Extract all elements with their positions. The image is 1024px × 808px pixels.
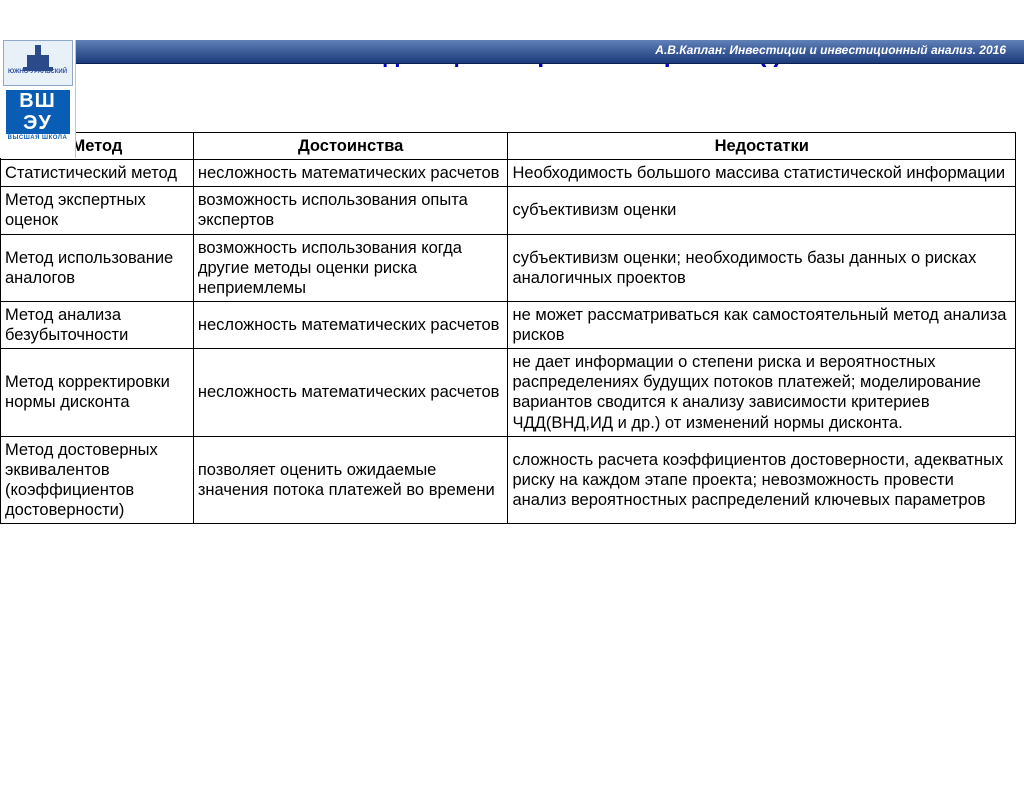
school-abbrev-line1: ВШ — [6, 90, 70, 112]
cell-pros: несложность математических расчетов — [193, 160, 508, 187]
col-header-pros: Достоинства — [193, 133, 508, 160]
cell-pros: несложность математических расчетов — [193, 349, 508, 437]
col-header-cons: Недостатки — [508, 133, 1016, 160]
cell-pros: несложность математических расчетов — [193, 301, 508, 348]
table-row: Метод анализа безубыточности несложность… — [1, 301, 1016, 348]
cell-method: Метод экспертных оценок — [1, 187, 194, 234]
cell-method: Статистический метод — [1, 160, 194, 187]
cell-method: Метод корректировки нормы дисконта — [1, 349, 194, 437]
table-row: Метод использование аналогов возможность… — [1, 234, 1016, 301]
methods-table-wrap: Метод Достоинства Недостатки Статистичес… — [0, 132, 1016, 524]
school-logo: ВШ ЭУ ВЫСШАЯ ШКОЛА — [6, 90, 70, 141]
table-row: Статистический метод несложность математ… — [1, 160, 1016, 187]
table-row: Метод корректировки нормы дисконта несло… — [1, 349, 1016, 437]
cell-cons: сложность расчета коэффициентов достовер… — [508, 436, 1016, 524]
cell-cons: Необходимость большого массива статистич… — [508, 160, 1016, 187]
cell-cons: субъективизм оценки — [508, 187, 1016, 234]
cell-cons: не дает информации о степени риска и вер… — [508, 349, 1016, 437]
table-header-row: Метод Достоинства Недостатки — [1, 133, 1016, 160]
table-row: Метод достоверных эквивалентов (коэффици… — [1, 436, 1016, 524]
methods-table: Метод Достоинства Недостатки Статистичес… — [0, 132, 1016, 524]
cell-pros: возможность использования когда другие м… — [193, 234, 508, 301]
cell-pros: позволяет оценить ожидаемые значения пот… — [193, 436, 508, 524]
cell-cons: не может рассматриваться как самостоятел… — [508, 301, 1016, 348]
building-icon — [23, 45, 53, 71]
university-logo: ЮЖНО-УРАЛЬСКИЙ — [3, 40, 73, 86]
table-body: Статистический метод несложность математ… — [1, 160, 1016, 524]
cell-method: Метод анализа безубыточности — [1, 301, 194, 348]
table-row: Метод экспертных оценок возможность испо… — [1, 187, 1016, 234]
header-author-line: А.В.Каплан: Инвестиции и инвестиционный … — [655, 43, 1006, 57]
cell-method: Метод использование аналогов — [1, 234, 194, 301]
logo-area: ЮЖНО-УРАЛЬСКИЙ ВШ ЭУ ВЫСШАЯ ШКОЛА — [0, 40, 76, 158]
cell-method: Метод достоверных эквивалентов (коэффици… — [1, 436, 194, 524]
cell-pros: возможность использования опыта эксперто… — [193, 187, 508, 234]
school-name-label: ВЫСШАЯ ШКОЛА — [6, 135, 70, 141]
school-abbrev-line2: ЭУ — [6, 112, 70, 134]
cell-cons: субъективизм оценки; необходимость базы … — [508, 234, 1016, 301]
